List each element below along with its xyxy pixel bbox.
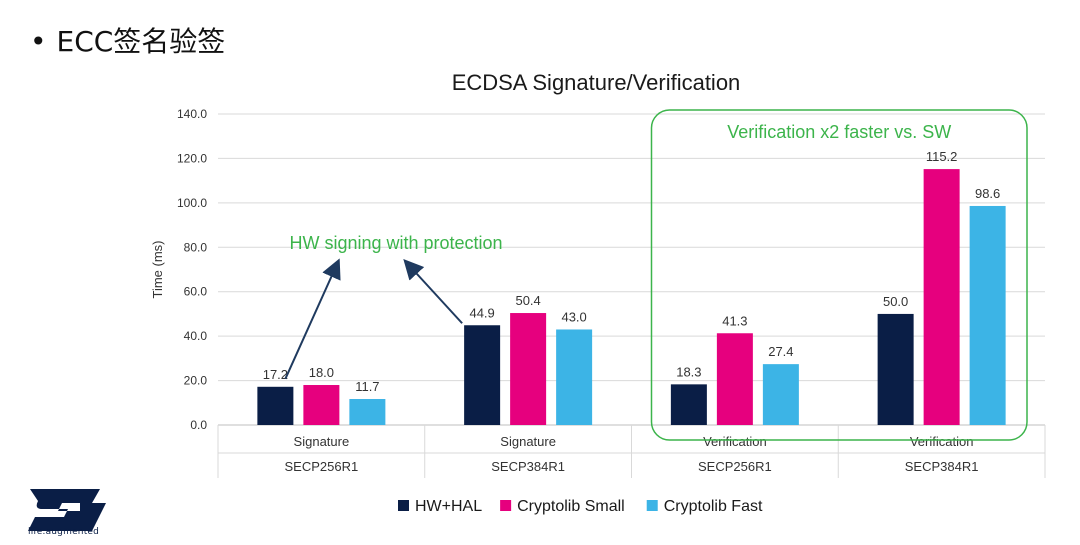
y-tick-label: 120.0 bbox=[177, 151, 207, 165]
x-tick-label-curve: SECP256R1 bbox=[285, 459, 359, 474]
data-label: 17.2 bbox=[263, 367, 288, 382]
y-tick-label: 20.0 bbox=[184, 374, 208, 388]
bar bbox=[303, 385, 340, 425]
bar bbox=[670, 384, 707, 425]
chart-title: ECDSA Signature/Verification bbox=[452, 70, 741, 95]
x-tick-label-operation: Verification bbox=[910, 434, 974, 449]
bar bbox=[257, 386, 294, 425]
x-tick-label-curve: SECP384R1 bbox=[905, 459, 979, 474]
annotation-arrow bbox=[403, 259, 463, 324]
bar bbox=[556, 329, 593, 425]
legend-swatch bbox=[646, 500, 658, 511]
bar bbox=[349, 399, 386, 425]
data-label: 41.3 bbox=[722, 313, 747, 328]
bar bbox=[510, 313, 547, 425]
data-label: 50.0 bbox=[883, 294, 908, 309]
y-tick-label: 40.0 bbox=[184, 329, 208, 343]
y-tick-label: 0.0 bbox=[190, 418, 207, 432]
y-tick-label: 100.0 bbox=[177, 196, 207, 210]
bar bbox=[464, 325, 501, 425]
slide-heading-text: ECC签名验签 bbox=[56, 25, 226, 58]
y-axis-label: Time (ms) bbox=[150, 240, 165, 298]
legend-label: Cryptolib Fast bbox=[664, 498, 763, 515]
annotation-arrow bbox=[284, 258, 341, 380]
data-label: 44.9 bbox=[469, 305, 494, 320]
data-label: 50.4 bbox=[515, 293, 540, 308]
bar bbox=[716, 333, 753, 425]
logo-tagline: life.augmented bbox=[28, 527, 100, 537]
annotation-verification-box bbox=[650, 109, 1028, 441]
data-label: 43.0 bbox=[561, 309, 586, 324]
legend-label: HW+HAL bbox=[415, 498, 482, 515]
bar bbox=[877, 313, 914, 425]
data-label: 27.4 bbox=[768, 344, 793, 359]
data-label: 98.6 bbox=[975, 186, 1000, 201]
data-label: 115.2 bbox=[926, 149, 958, 164]
y-tick-label: 80.0 bbox=[184, 240, 208, 254]
x-tick-label-curve: SECP256R1 bbox=[698, 459, 772, 474]
bar bbox=[969, 205, 1006, 425]
bullet-glyph: • bbox=[30, 25, 47, 58]
y-tick-label: 140.0 bbox=[177, 107, 207, 121]
legend-swatch bbox=[500, 500, 512, 511]
data-label: 18.0 bbox=[309, 365, 334, 380]
x-tick-label-operation: Signature bbox=[500, 434, 556, 449]
data-label: 11.7 bbox=[355, 379, 379, 394]
legend-label: Cryptolib Small bbox=[517, 498, 625, 515]
x-tick-label-operation: Signature bbox=[294, 434, 350, 449]
st-logo-icon bbox=[28, 489, 106, 531]
annotation-verification: Verification x2 faster vs. SW bbox=[727, 122, 951, 142]
legend-swatch bbox=[398, 500, 409, 511]
x-tick-label-operation: Verification bbox=[703, 434, 767, 449]
annotation-hw-signing: HW signing with protection bbox=[289, 233, 502, 253]
x-tick-label-curve: SECP384R1 bbox=[491, 459, 565, 474]
data-label: 18.3 bbox=[676, 364, 701, 379]
bar bbox=[762, 364, 799, 425]
slide-heading: • ECC签名验签 bbox=[30, 20, 225, 60]
bar bbox=[923, 169, 960, 425]
y-tick-label: 60.0 bbox=[184, 285, 208, 299]
